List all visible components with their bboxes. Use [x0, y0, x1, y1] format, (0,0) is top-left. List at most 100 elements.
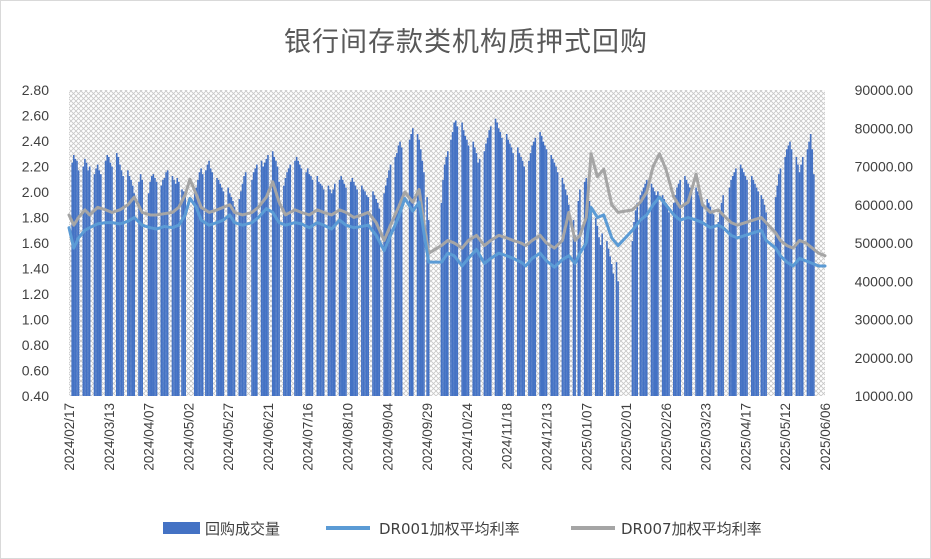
volume-bar — [690, 191, 693, 396]
volume-bar — [107, 156, 110, 396]
volume-bar — [419, 149, 422, 396]
x-axis-tick-label: 2025/06/06 — [818, 403, 833, 471]
volume-bar — [485, 143, 487, 396]
legend-label: DR001加权平均利率 — [379, 520, 520, 538]
volume-bar — [668, 212, 670, 396]
volume-bar — [596, 225, 599, 396]
volume-bar — [197, 179, 199, 396]
volume-bar — [338, 179, 341, 396]
volume-bar — [529, 153, 532, 396]
volume-bar — [295, 156, 298, 396]
volume-bar — [784, 156, 787, 396]
volume-bar — [461, 122, 463, 396]
volume-bar — [467, 145, 470, 396]
x-axis-tick-label: 2024/05/02 — [181, 403, 196, 471]
volume-bar — [141, 179, 144, 396]
volume-bar — [109, 162, 112, 396]
x-axis-tick-label: 2025/02/26 — [659, 403, 674, 471]
volume-bar — [171, 176, 174, 396]
volume-bar — [509, 143, 511, 396]
volume-bar — [252, 172, 255, 396]
volume-bar — [260, 160, 263, 396]
volume-bar — [739, 164, 742, 396]
x-axis-tick-label: 2024/11/18 — [500, 403, 515, 470]
volume-bar — [77, 170, 80, 396]
volume-bar — [676, 187, 678, 396]
legend-swatch-volume — [163, 522, 200, 534]
volume-bar — [786, 149, 788, 396]
volume-bar — [205, 170, 207, 396]
volume-bar — [396, 153, 398, 396]
x-axis-tick-label: 2025/03/23 — [699, 403, 714, 471]
volume-bar — [265, 158, 268, 396]
volume-bar — [426, 197, 428, 396]
volume-bar — [520, 156, 522, 396]
volume-bar — [567, 204, 570, 396]
x-axis-tick-label: 2024/05/27 — [221, 403, 236, 471]
volume-bar — [561, 177, 564, 396]
volume-bar — [254, 168, 257, 396]
volume-bar — [666, 206, 669, 396]
volume-bar — [754, 183, 756, 396]
volume-bar — [181, 189, 183, 396]
volume-bar — [534, 137, 537, 396]
volume-bar — [809, 133, 812, 397]
volume-bar — [617, 281, 619, 396]
volume-bar — [283, 185, 285, 397]
volume-bar — [332, 189, 334, 396]
volume-bar — [131, 185, 134, 397]
volume-bar — [653, 191, 656, 396]
volume-bar — [308, 174, 311, 396]
volume-bar — [583, 181, 586, 396]
volume-bar — [445, 156, 447, 396]
volume-bar — [806, 149, 809, 396]
volume-bar — [652, 187, 654, 396]
volume-bar — [553, 162, 556, 396]
dr001-line — [67, 195, 827, 269]
volume-bar — [400, 147, 403, 397]
volume-bar — [340, 176, 342, 396]
volume-bar — [598, 237, 600, 396]
volume-bar — [528, 160, 530, 396]
volume-bar — [88, 166, 91, 396]
volume-bar — [356, 189, 358, 396]
volume-bar — [544, 145, 546, 396]
volume-bar — [588, 200, 591, 396]
right-axis-tick-label: 70000.00 — [855, 159, 914, 175]
volume-bar — [120, 170, 123, 396]
volume-bar — [150, 176, 153, 396]
volume-bar — [298, 164, 301, 396]
volume-bar — [263, 162, 266, 396]
volume-bar — [595, 218, 597, 396]
volume-bar — [776, 185, 779, 397]
volume-bar — [111, 166, 113, 396]
volume-bar — [579, 189, 581, 396]
volume-bar — [275, 160, 277, 396]
x-axis-tick-label: 2024/08/10 — [341, 403, 356, 471]
volume-bar — [361, 185, 363, 397]
volume-bar — [450, 139, 452, 396]
volume-bar — [349, 181, 352, 396]
volume-bar — [650, 183, 653, 396]
volume-bar — [728, 187, 731, 396]
volume-bar — [735, 168, 737, 396]
volume-bar — [311, 179, 314, 396]
volume-bar — [744, 176, 747, 396]
volume-bar — [711, 210, 713, 396]
volume-bar — [475, 153, 478, 396]
x-axis-tick-label: 2025/04/17 — [738, 403, 753, 471]
left-axis-tick-label: 2.20 — [22, 159, 49, 175]
volume-bar — [708, 202, 710, 396]
x-axis-tick-label: 2024/04/07 — [142, 403, 157, 471]
volume-bar — [746, 179, 748, 396]
left-axis-tick-label: 2.60 — [22, 108, 49, 124]
volume-bar — [117, 156, 120, 396]
left-axis-tick-label: 1.00 — [22, 312, 49, 328]
volume-bar — [590, 210, 592, 396]
volume-bar — [733, 172, 736, 396]
x-axis-tick-label: 2025/01/07 — [579, 403, 594, 471]
volume-bar — [762, 199, 764, 396]
x-axis-tick-label: 2024/07/16 — [301, 403, 316, 471]
volume-bar — [310, 176, 312, 396]
